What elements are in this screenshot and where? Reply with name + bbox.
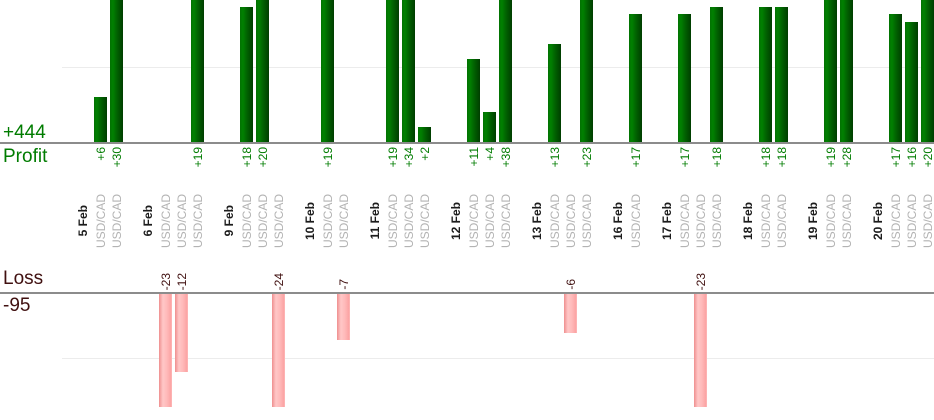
profit-bar [418,127,431,142]
profit-value-label-text: +20 [920,147,934,168]
date-label-text: 10 Feb [303,201,317,240]
profit-bar [467,59,480,142]
profit-bar [629,14,642,142]
date-label-text: 9 Feb [222,205,236,237]
loss-value-label: -6 [562,238,579,290]
loss-bar [564,294,577,333]
profit-axis-line [0,142,934,144]
profit-bar [775,7,788,142]
profit-value-label-text: +19 [385,147,400,168]
profit-bar [240,7,253,142]
profit-value-label-text: +30 [109,147,124,168]
loss-value-label-text: -24 [271,272,286,290]
profit-bar [905,22,918,142]
profit-bar [321,0,334,142]
date-label-text: 6 Feb [141,205,155,237]
profit-value-label-text: +2 [417,147,432,161]
loss-bars-area [0,294,934,407]
profit-value-label-text: +18 [758,147,773,168]
profit-value-label-text: +19 [823,147,838,168]
profit-value-label-text: +28 [839,147,854,168]
profit-bar [580,0,593,142]
loss-bar [159,294,172,407]
loss-value-labels: -23 -12 -24 -7 -6 -23 [0,238,934,290]
profit-value-label-text: +17 [888,147,903,168]
date-label-text: 20 Feb [871,201,885,240]
loss-bar [175,294,188,372]
profit-value-label-text: +19 [320,147,335,168]
profit-bar [483,112,496,142]
loss-axis-label: Loss [3,268,44,289]
loss-value-label-text: -23 [158,272,173,290]
date-label-text: 13 Feb [530,201,544,240]
profit-bars-area [0,0,934,142]
loss-value-label: -7 [335,238,352,290]
profit-value-label-text: +4 [482,147,497,161]
date-label-text: 18 Feb [741,201,755,240]
profit-bar [499,0,512,142]
profit-bar [824,0,837,142]
date-label-text: 17 Feb [660,201,674,240]
profit-bar [840,0,853,142]
profit-value-label-text: +6 [93,147,108,161]
profit-value-label-text: +20 [255,147,270,168]
profit-value-label-text: +19 [190,147,205,168]
date-label-text: 11 Feb [368,202,382,240]
profit-value-label-text: +17 [677,147,692,168]
profit-bar [386,0,399,142]
loss-gridline [62,358,934,359]
loss-bar [337,294,350,340]
profit-value-label-text: +18 [709,147,724,168]
profit-value-label-text: +18 [239,147,254,168]
profit-axis-label: Profit [3,146,48,167]
profit-total: +444 [3,122,46,143]
loss-total: -95 [3,295,31,316]
loss-bar [694,294,707,407]
loss-value-label: -23 [692,238,709,290]
date-label-text: 16 Feb [611,201,625,240]
profit-value-label-text: +23 [579,147,594,168]
profit-bar [710,7,723,142]
profit-value-label-text: +34 [401,147,416,168]
loss-value-label-text: -6 [563,279,578,290]
date-label-text: 12 Feb [449,201,463,240]
profit-value-label-text: +38 [498,147,513,168]
profit-bar [889,14,902,142]
profit-bar [94,97,107,142]
loss-value-label-text: -12 [174,272,189,290]
profit-value-label-text: +18 [774,147,789,168]
loss-value-label-text: -7 [336,279,351,290]
profit-bar [256,0,269,142]
profit-bar [402,0,415,142]
profit-bar [921,0,934,142]
loss-value-label: -23 [157,238,174,290]
date-label-text: 19 Feb [806,201,820,240]
loss-value-label-text: -23 [693,272,708,290]
profit-bar [548,44,561,142]
profit-value-label-text: +17 [628,147,643,168]
loss-value-label: -24 [270,238,287,290]
loss-bar [272,294,285,407]
date-label-text: 5 Feb [76,205,90,237]
profit-value-label-text: +13 [547,147,562,168]
profit-bar [191,0,204,142]
profit-bar [759,7,772,142]
profit-value-label-text: +11 [466,147,481,167]
profit-bar [110,0,123,142]
profit-value-label-text: +16 [904,147,919,168]
profit-bar [678,14,691,142]
loss-axis-line [0,292,934,294]
profit-gridline [62,67,934,68]
loss-value-label: -12 [173,238,190,290]
